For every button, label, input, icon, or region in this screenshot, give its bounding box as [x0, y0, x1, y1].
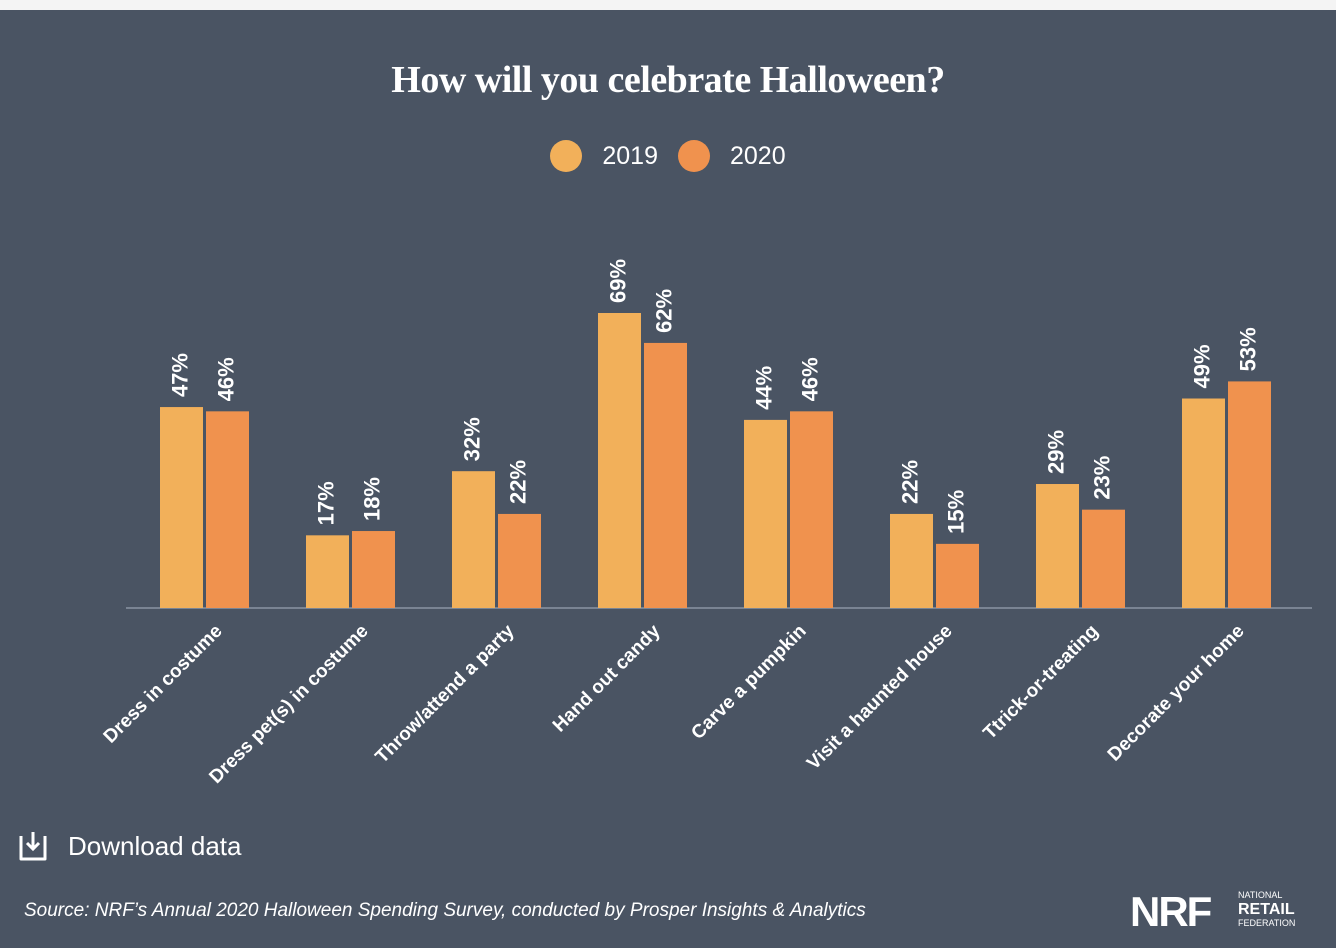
bar-2020-6: [936, 543, 979, 608]
bar-2020-1: [206, 411, 249, 608]
bar-2020-5: [790, 411, 833, 608]
legend-label-2019: 2019: [602, 141, 658, 170]
nrf-logo: NRF NATIONAL RETAIL FEDERATION: [1130, 888, 1295, 932]
data-label-2020-3: 22%: [505, 460, 530, 504]
category-label-2: Dress pet(s) in costume: [205, 621, 372, 788]
data-label-2019-5: 44%: [751, 366, 776, 410]
category-label-8: Decorate your home: [1104, 621, 1249, 766]
download-icon: [19, 832, 47, 861]
bar-2020-4: [644, 342, 687, 608]
data-label-2019-6: 22%: [897, 460, 922, 504]
data-label-2020-4: 62%: [651, 289, 676, 333]
data-label-2020-8: 53%: [1235, 327, 1260, 371]
download-data-label: Download data: [68, 830, 242, 861]
legend-item-2020[interactable]: 2020: [678, 140, 786, 172]
logo-line2: RETAIL: [1238, 901, 1295, 918]
data-label-2019-3: 32%: [459, 417, 484, 461]
legend-item-2019[interactable]: 2019: [550, 140, 658, 172]
data-label-2019-8: 49%: [1189, 344, 1214, 388]
category-label-1: Dress in costume: [100, 621, 227, 748]
bar-2020-2: [352, 531, 395, 608]
logo-line1: NATIONAL: [1238, 890, 1282, 900]
download-data-button[interactable]: Download data: [18, 830, 241, 862]
bar-2020-3: [498, 513, 541, 608]
category-label-4: Hand out candy: [549, 620, 665, 736]
bar-2020-8: [1228, 381, 1271, 608]
data-label-2020-7: 23%: [1089, 456, 1114, 500]
data-label-2020-2: 18%: [359, 477, 384, 521]
chart-title: How will you celebrate Halloween?: [391, 59, 945, 101]
bar-2019-5: [744, 419, 787, 608]
legend-swatch-2020: [678, 140, 710, 172]
category-label-7: Ttrick-or-treating: [979, 621, 1102, 744]
bar-2020-7: [1082, 509, 1125, 608]
category-label-6: Visit a haunted house: [803, 621, 956, 774]
legend-label-2020: 2020: [730, 141, 786, 170]
bar-2019-6: [890, 513, 933, 608]
bar-2019-7: [1036, 484, 1079, 608]
source-note: Source: NRF’s Annual 2020 Halloween Spen…: [24, 900, 866, 921]
bar-2019-4: [598, 313, 641, 608]
data-label-2020-6: 15%: [943, 490, 968, 534]
data-label-2020-1: 46%: [213, 357, 238, 401]
data-label-2019-7: 29%: [1043, 430, 1068, 474]
category-label-5: Carve a pumpkin: [687, 621, 810, 744]
bar-2019-3: [452, 471, 495, 608]
data-label-2019-4: 69%: [605, 259, 630, 303]
category-label-3: Throw/attend a party: [372, 620, 519, 767]
bar-2019-2: [306, 535, 349, 608]
logo-mark: NRF: [1130, 888, 1212, 932]
data-label-2020-5: 46%: [797, 357, 822, 401]
data-label-2019-2: 17%: [313, 481, 338, 525]
legend-swatch-2019: [550, 140, 583, 172]
bar-2019-1: [160, 407, 203, 608]
data-label-2019-1: 47%: [167, 353, 192, 397]
bar-2019-8: [1182, 398, 1225, 608]
logo-line3: FEDERATION: [1238, 918, 1295, 928]
legend: 2019 2020: [0, 140, 1336, 172]
